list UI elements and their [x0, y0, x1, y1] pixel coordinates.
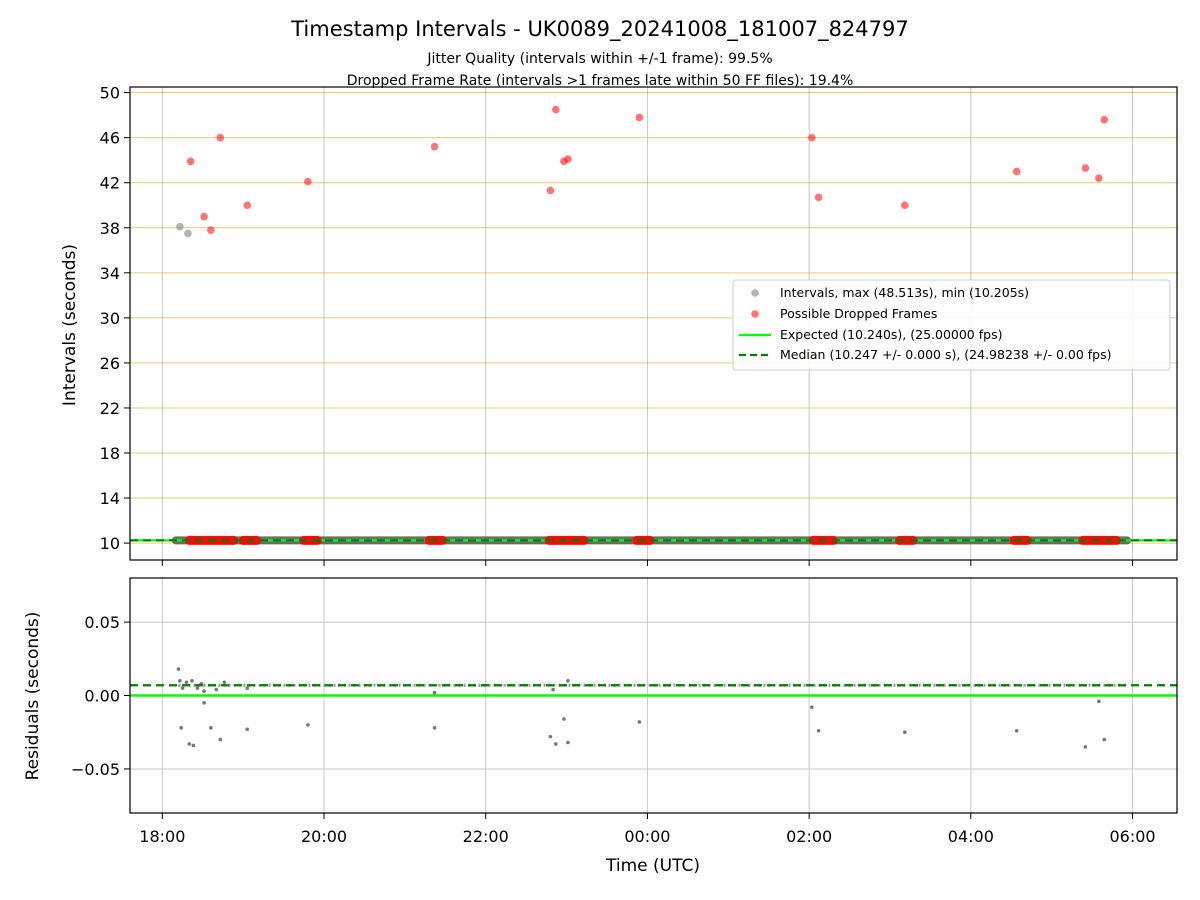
intervals-plot-area [130, 105, 1177, 545]
x-tick-label: 18:00 [139, 827, 185, 846]
intervals-y-tick-label: 38 [100, 219, 120, 238]
residuals-y-tick-label: −0.05 [71, 760, 120, 779]
residual-point [810, 705, 814, 710]
residual-point [1097, 699, 1101, 704]
intervals-panel: 10 14 18 22 26 30 34 38 42 46 50 Intervals (second… [60, 84, 1178, 566]
legend-median-label: Median (10.247 +/- 0.000 s), (24.98238 +… [780, 347, 1111, 362]
residual-point [190, 679, 194, 683]
intervals-axes-frame [129, 86, 1178, 561]
intervals-y-tick-label: 34 [100, 264, 120, 283]
dropped-frame-point [243, 201, 252, 210]
residual-point [176, 667, 181, 671]
intervals-ticks: 10 14 18 22 26 30 34 38 42 46 50 [100, 84, 1134, 566]
dropped-frame-point [304, 177, 312, 186]
residual-point [245, 686, 250, 690]
residual-point [548, 734, 553, 739]
residual-point [199, 681, 204, 686]
intervals-y-tick-label: 10 [100, 534, 120, 553]
dropped-frame-point [1100, 115, 1109, 124]
residual-point [566, 740, 570, 745]
residual-point [306, 723, 310, 727]
chart-subtitle-dropped: Dropped Frame Rate (intervals >1 frames … [347, 73, 854, 89]
residual-point [432, 726, 437, 730]
residual-point [202, 689, 206, 693]
dropped-frame-point [901, 201, 909, 210]
legend-dropped-label: Possible Dropped Frames [780, 306, 937, 321]
dropped-frame-point [1012, 167, 1021, 176]
intervals-y-tick-label: 22 [100, 399, 120, 418]
x-axis-label: Time (UTC) [605, 856, 700, 876]
residual-point [214, 687, 219, 692]
intervals-y-tick-label: 46 [100, 129, 120, 148]
intervals-y-tick-label: 42 [100, 174, 120, 193]
residual-point [554, 742, 558, 746]
residuals-panel: 18:00 20:00 22:00 00:00 02:00 04:00 06:00 0.05 0… [23, 577, 1178, 876]
residual-point [218, 737, 223, 742]
residuals-y-axis-label: Residuals (seconds) [23, 612, 43, 781]
legend-intervals-label: Intervals, max (48.513s), min (10.205s) [780, 285, 1029, 300]
x-tick-label: 06:00 [1109, 827, 1155, 846]
residual-point [184, 680, 189, 685]
residual-point [1102, 737, 1107, 742]
interval-point [184, 229, 192, 238]
residual-point [202, 701, 206, 705]
residual-point [179, 726, 184, 730]
residual-point [222, 680, 227, 685]
residual-point [1083, 745, 1088, 749]
residual-point [209, 726, 213, 730]
residuals-plot-area [130, 667, 1177, 749]
residual-point [187, 742, 192, 746]
chart-subtitle-jitter: Jitter Quality (intervals within +/-1 fr… [426, 51, 772, 67]
dropped-frame-point [186, 157, 195, 166]
dropped-frame-point [430, 142, 439, 151]
intervals-y-axis-label: Intervals (seconds) [60, 244, 80, 406]
dropped-frame-point [635, 113, 644, 122]
intervals-y-tick-label: 30 [100, 309, 120, 328]
chart-title: Timestamp Intervals - UK0089_20241008_18… [290, 17, 909, 42]
x-tick-label: 20:00 [301, 827, 347, 846]
interval-point [176, 222, 184, 231]
residual-point [562, 717, 566, 721]
legend-intervals-marker [751, 289, 759, 297]
dropped-frame-point [546, 186, 555, 195]
legend-dropped-marker [751, 310, 759, 318]
residual-point [903, 730, 907, 735]
legend-box [732, 279, 1171, 371]
dropped-frame-point [1081, 164, 1090, 172]
residuals-y-tick-label: 0.05 [84, 613, 120, 632]
intervals-y-tick-label: 26 [100, 354, 120, 373]
residuals-ticks: 18:00 20:00 22:00 00:00 02:00 04:00 06:00 0.05 0… [71, 613, 1156, 846]
x-tick-label: 04:00 [948, 827, 994, 846]
residual-point [637, 720, 642, 724]
dropped-frame-point [207, 226, 215, 234]
intervals-y-tick-label: 50 [100, 84, 120, 103]
residual-point [191, 743, 196, 748]
intervals-y-tick-label: 14 [100, 489, 120, 508]
legend: Intervals, max (48.513s), min (10.205s) … [732, 279, 1171, 371]
dropped-frame-point [564, 155, 572, 163]
residual-point [245, 727, 250, 732]
dropped-frame-point [814, 193, 823, 202]
residual-point [178, 679, 182, 683]
x-tick-label: 02:00 [786, 827, 832, 846]
residual-point [816, 728, 821, 733]
intervals-y-tick-label: 18 [100, 444, 120, 463]
dropped-frame-point [200, 212, 208, 221]
residual-point [551, 687, 555, 692]
residual-point [180, 686, 185, 690]
dropped-frame-point [216, 133, 225, 142]
dropped-frame-point [808, 133, 816, 142]
legend-expected-label: Expected (10.240s), (25.00000 fps) [780, 327, 1002, 342]
residuals-y-tick-label: 0.00 [84, 687, 120, 706]
residual-point [1014, 728, 1019, 733]
x-tick-label: 22:00 [463, 827, 509, 846]
residual-point [195, 686, 200, 690]
dropped-frame-point [552, 105, 560, 114]
residual-point [566, 679, 570, 683]
dropped-frame-point [1095, 174, 1103, 183]
residual-point [432, 690, 437, 695]
x-tick-label: 00:00 [624, 827, 670, 846]
